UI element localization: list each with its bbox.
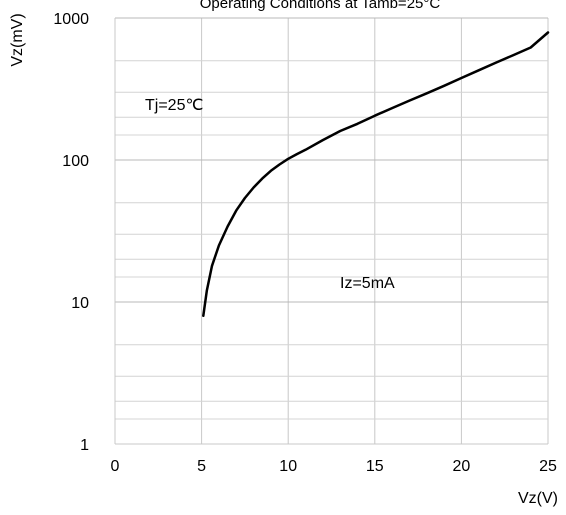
y-tick-labels: 1 10 100 1000 [53, 11, 89, 454]
y-tick-label: 1000 [53, 11, 89, 28]
x-tick-label: 10 [279, 458, 297, 475]
x-tick-label: 15 [366, 458, 384, 475]
chart-title: Operating Conditions at Tamb=25°C [200, 0, 441, 12]
x-tick-label: 25 [539, 458, 557, 475]
x-axis-label: Vz(V) [518, 490, 558, 507]
x-tick-labels: 0 5 10 15 20 25 [111, 458, 557, 475]
y-tick-label: 100 [62, 153, 89, 170]
annotation-current: Iz=5mA [340, 275, 395, 292]
series-line [202, 31, 550, 318]
x-tick-label: 20 [453, 458, 471, 475]
y-tick-label: 10 [71, 295, 89, 312]
axes [114, 18, 548, 445]
x-tick-label: 0 [111, 458, 120, 475]
y-axis-label: Vz(mV) [9, 13, 26, 66]
x-tick-label: 5 [197, 458, 206, 475]
grid [115, 17, 549, 444]
y-tick-label: 1 [80, 437, 89, 454]
annotation-temperature: Tj=25℃ [145, 97, 203, 114]
